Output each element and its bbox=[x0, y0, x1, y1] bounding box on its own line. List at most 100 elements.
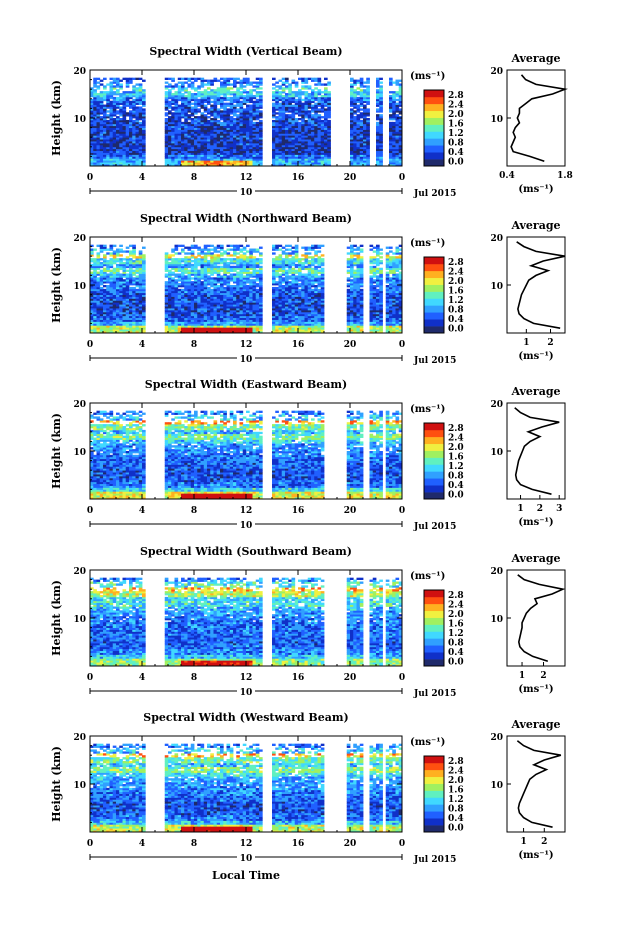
heatmap-cell bbox=[103, 105, 107, 107]
heatmap-cell bbox=[142, 80, 146, 82]
colorbar-segment bbox=[424, 111, 444, 118]
heatmap-cell bbox=[201, 91, 205, 93]
heatmap-cell bbox=[100, 116, 104, 118]
heatmap-cell bbox=[129, 110, 133, 112]
y-tick-label: 10 bbox=[73, 115, 86, 125]
heatmap-cell bbox=[298, 89, 302, 91]
heatmap-cell bbox=[308, 78, 312, 80]
heatmap-cell bbox=[168, 110, 172, 112]
heatmap-cell bbox=[301, 78, 305, 80]
heatmap-cell bbox=[366, 85, 370, 87]
heatmap-cell bbox=[360, 112, 364, 114]
profile-y-tick-label: 10 bbox=[490, 115, 503, 125]
heatmap-cell bbox=[90, 272, 94, 274]
heatmap-cell bbox=[321, 116, 325, 118]
heatmap-cell bbox=[168, 101, 172, 103]
colorbar-tick-label: 2.0 bbox=[448, 110, 464, 120]
heatmap-cell bbox=[129, 91, 133, 93]
heatmap-cell bbox=[311, 78, 315, 80]
heatmap-cell bbox=[90, 249, 94, 251]
heatmap-cell bbox=[233, 91, 237, 93]
heatmap-cell bbox=[292, 105, 296, 107]
colorbar-tick-label: 1.6 bbox=[448, 119, 464, 129]
heatmap-cell bbox=[214, 89, 218, 91]
heatmap-cell bbox=[357, 97, 361, 99]
heatmap-cell bbox=[308, 85, 312, 87]
heatmap-cell bbox=[188, 83, 192, 85]
heatmap-cell bbox=[318, 108, 322, 110]
heatmap-cell bbox=[100, 91, 104, 93]
heatmap-cell bbox=[246, 105, 250, 107]
heatmap-cell bbox=[272, 103, 276, 105]
heatmap-cell bbox=[110, 245, 114, 247]
heatmap-cell bbox=[353, 116, 357, 118]
heatmap-cell bbox=[214, 78, 218, 80]
heatmap-cell bbox=[210, 80, 214, 82]
heatmap-cell bbox=[243, 95, 247, 97]
heatmap-cell bbox=[204, 80, 208, 82]
heatmap-cell bbox=[253, 82, 257, 84]
heatmap-cell bbox=[275, 85, 279, 87]
x-tick-label: 0 bbox=[399, 173, 405, 183]
heatmap-cell bbox=[272, 78, 276, 80]
heatmap-cell bbox=[188, 114, 192, 116]
heatmap-cell bbox=[376, 114, 380, 116]
heatmap-cell bbox=[253, 95, 257, 97]
heatmap-cell bbox=[295, 82, 299, 84]
heatmap-cell bbox=[119, 106, 123, 108]
heatmap-cell bbox=[142, 89, 146, 91]
colorbar-segment bbox=[424, 138, 444, 145]
heatmap-cell bbox=[113, 97, 117, 99]
heatmap-cell bbox=[97, 252, 101, 254]
heatmap-cell bbox=[272, 91, 276, 93]
heatmap-cell bbox=[110, 270, 114, 272]
heatmap-cell bbox=[103, 85, 107, 87]
heatmap-cell bbox=[223, 103, 227, 105]
heatmap-cell bbox=[240, 91, 244, 93]
colorbar-tick-label: 1.2 bbox=[448, 129, 464, 139]
colorbar-segment bbox=[424, 131, 444, 138]
heatmap-cell bbox=[201, 112, 205, 114]
panel-title: Spectral Width (Northward Beam) bbox=[140, 212, 352, 225]
panel-title: Spectral Width (Vertical Beam) bbox=[149, 45, 342, 58]
heatmap-cell bbox=[285, 93, 289, 95]
heatmap-cell bbox=[292, 80, 296, 82]
heatmap-cell bbox=[106, 110, 110, 112]
heatmap-cell bbox=[97, 272, 101, 274]
heatmap-cell bbox=[168, 83, 172, 85]
heatmap-cell bbox=[204, 89, 208, 91]
heatmap-cell bbox=[279, 91, 283, 93]
heatmap-cell bbox=[100, 258, 104, 260]
heatmap-cell bbox=[282, 95, 286, 97]
heatmap-cell bbox=[110, 78, 114, 80]
heatmap-cell bbox=[175, 83, 179, 85]
heatmap-cell bbox=[314, 83, 318, 85]
heatmap-cell bbox=[301, 99, 305, 101]
heatmap-cell bbox=[119, 93, 123, 95]
heatmap-cell bbox=[165, 82, 169, 84]
heatmap-cell bbox=[210, 89, 214, 91]
heatmap-cell bbox=[197, 108, 201, 110]
x-tick-label: 0 bbox=[87, 173, 93, 183]
heatmap-cell bbox=[106, 252, 110, 254]
heatmap-cell bbox=[100, 262, 104, 264]
heatmap-cell bbox=[204, 105, 208, 107]
x-tick-label: 12 bbox=[240, 173, 253, 183]
heatmap-cell bbox=[314, 87, 318, 89]
heatmap-cell bbox=[197, 116, 201, 118]
heatmap-cell bbox=[165, 112, 169, 114]
heatmap-cell bbox=[97, 277, 101, 279]
heatmap-cell bbox=[301, 85, 305, 87]
heatmap-cell bbox=[197, 85, 201, 87]
heatmap-cell bbox=[220, 82, 224, 84]
heatmap-cell bbox=[389, 122, 393, 124]
heatmap-cell bbox=[259, 120, 263, 122]
heatmap-cell bbox=[227, 103, 231, 105]
heatmap-cell bbox=[103, 91, 107, 93]
profile-title: Average bbox=[510, 52, 560, 65]
heatmap-cell bbox=[292, 91, 296, 93]
heatmap-cell bbox=[314, 103, 318, 105]
heatmap-cell bbox=[230, 83, 234, 85]
heatmap-cell bbox=[272, 120, 276, 122]
heatmap-cell bbox=[366, 108, 370, 110]
